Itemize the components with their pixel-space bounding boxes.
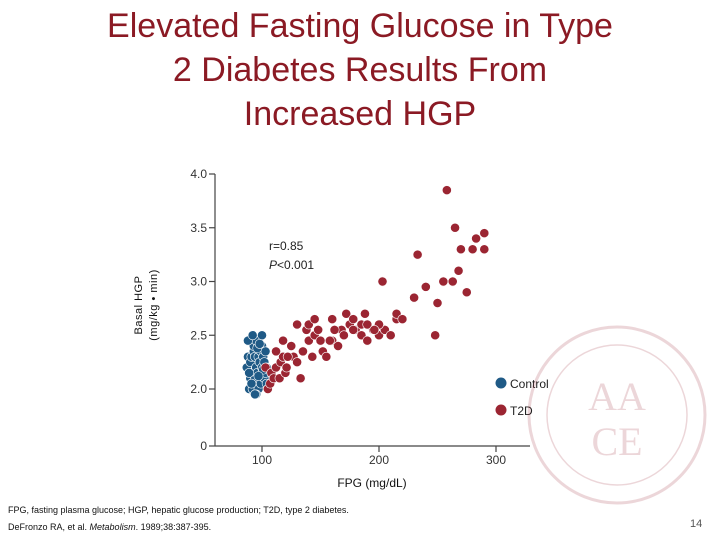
y-axis-title-line2: (mg/kg • min) — [148, 269, 160, 340]
y-axis-title: Basal HGP (mg/kg • min) — [133, 269, 160, 340]
data-point-t2d — [467, 244, 478, 255]
legend-label-control: Control — [510, 377, 549, 391]
legend: Control T2D — [495, 377, 549, 418]
data-point-t2d — [309, 314, 320, 325]
data-point-t2d — [450, 222, 460, 233]
data-point-control — [260, 346, 271, 357]
data-point-t2d — [286, 341, 297, 351]
footnote: FPG, fasting plasma glucose; HGP, hepati… — [8, 505, 349, 515]
data-point-t2d — [327, 314, 338, 325]
aace-watermark-logo: AA CE — [522, 320, 712, 515]
data-point-t2d — [455, 244, 466, 255]
y-axis-title-line1: Basal HGP — [133, 276, 145, 335]
correlation-annotation: r=0.85 — [269, 239, 304, 253]
p-value-annotation: P<0.001 — [269, 258, 314, 272]
data-point-t2d — [430, 330, 441, 341]
data-point-control — [253, 371, 264, 381]
data-point-t2d — [292, 357, 302, 368]
data-point-t2d — [307, 351, 318, 362]
data-point-t2d — [362, 319, 373, 330]
data-point-t2d — [438, 276, 449, 287]
x-tick-label: 100 — [252, 453, 272, 467]
data-point-t2d — [333, 341, 343, 351]
data-point-t2d — [397, 314, 408, 325]
data-point-t2d — [441, 185, 452, 196]
data-point-t2d — [298, 346, 308, 357]
data-point-t2d — [447, 276, 458, 287]
data-point-control — [244, 367, 255, 378]
svg-text:CE: CE — [591, 419, 642, 464]
y-tick-label: 3.5 — [190, 221, 207, 235]
data-point-t2d — [453, 265, 464, 276]
x-tick-label: 300 — [486, 453, 506, 467]
data-point-control — [246, 378, 257, 389]
data-point-t2d — [348, 314, 359, 325]
data-point-t2d — [471, 233, 482, 244]
x-tick-label: 200 — [369, 453, 389, 467]
slide-title: Elevated Fasting Glucose in Type 2 Diabe… — [107, 7, 613, 133]
page-number: 14 — [690, 518, 703, 530]
svg-text:AA: AA — [588, 374, 646, 419]
y-tick-label: 2.0 — [190, 382, 207, 396]
data-point-t2d — [479, 228, 490, 239]
data-point-t2d — [362, 335, 373, 346]
legend-label-t2d: T2D — [510, 404, 533, 418]
data-point-t2d — [348, 324, 359, 335]
data-point-t2d — [409, 292, 419, 303]
data-point-control — [254, 338, 265, 349]
data-point-control — [257, 330, 267, 341]
data-point-t2d — [324, 335, 335, 346]
data-point-t2d — [341, 308, 352, 319]
data-point-t2d — [295, 373, 306, 384]
data-points — [241, 185, 490, 400]
data-point-t2d — [329, 324, 340, 335]
data-point-control — [250, 389, 260, 400]
citation-journal: Metabolism — [89, 522, 136, 532]
y-tick-label: 3.0 — [190, 275, 207, 289]
data-point-t2d — [271, 346, 281, 357]
x-axis-title: FPG (mg/dL) — [337, 476, 406, 490]
data-point-t2d — [281, 362, 292, 373]
data-point-t2d — [278, 335, 288, 346]
y-tick-label: 0 — [200, 439, 207, 453]
data-point-t2d — [377, 276, 388, 287]
data-point-t2d — [313, 324, 324, 335]
y-tick-label: 2.5 — [190, 328, 207, 342]
data-point-t2d — [479, 244, 490, 255]
data-point-t2d — [420, 281, 431, 292]
citation-details: . 1989;38:387-395. — [135, 522, 212, 532]
data-point-t2d — [385, 330, 396, 341]
data-point-t2d — [432, 298, 443, 308]
citation-authors: DeFronzo RA, et al. — [8, 522, 90, 532]
legend-marker-control — [495, 377, 507, 389]
data-point-t2d — [360, 308, 370, 319]
data-point-t2d — [315, 335, 326, 346]
data-point-t2d — [461, 287, 472, 298]
data-point-t2d — [338, 330, 349, 341]
data-point-t2d — [369, 324, 380, 335]
data-point-t2d — [292, 319, 302, 330]
y-tick-label: 4.0 — [190, 167, 207, 181]
data-point-control — [247, 330, 258, 341]
legend-marker-t2d — [495, 404, 507, 416]
data-point-t2d — [321, 351, 332, 362]
data-point-t2d — [412, 249, 423, 260]
p-value-symbol: P — [269, 258, 277, 272]
citation: DeFronzo RA, et al. Metabolism. 1989;38:… — [8, 522, 211, 532]
p-value-text: <0.001 — [277, 258, 314, 272]
data-point-t2d — [282, 351, 293, 362]
axes: 0 2.0 2.5 3.0 3.5 4.0 100 200 300 — [190, 167, 530, 467]
